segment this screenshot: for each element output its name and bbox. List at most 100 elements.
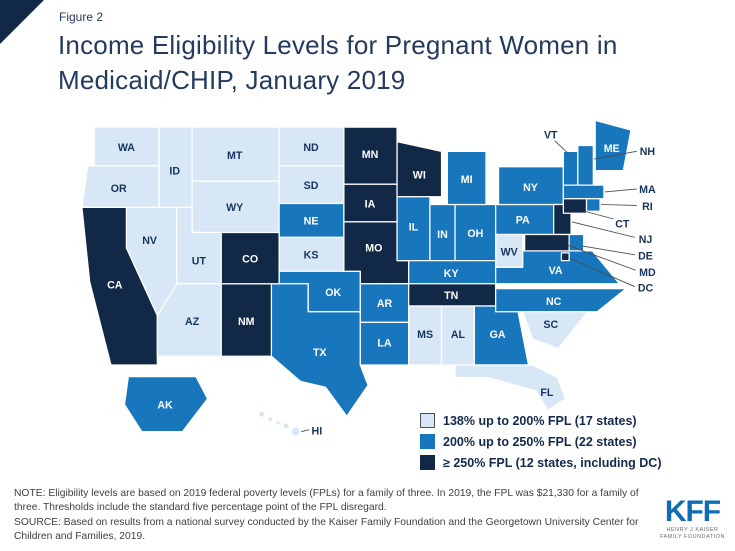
state-MA: [562, 184, 605, 200]
state-label-LA: LA: [377, 337, 391, 349]
state-label-MN: MN: [362, 149, 379, 161]
state-HI-island: [267, 416, 274, 422]
state-label-DC: DC: [638, 282, 654, 294]
state-label-WY: WY: [226, 202, 243, 214]
leader-line-RI: [601, 204, 637, 206]
state-TX: [270, 283, 369, 417]
state-label-PA: PA: [516, 215, 530, 227]
state-label-MD: MD: [639, 267, 656, 279]
state-ME: [594, 119, 632, 172]
state-label-DE: DE: [638, 250, 653, 262]
leader-line-VT: [554, 140, 569, 154]
source-text: SOURCE: Based on results from a national…: [14, 517, 639, 542]
state-VT: [562, 150, 579, 186]
state-label-ID: ID: [169, 165, 180, 177]
state-HI-island: [290, 426, 301, 437]
state-CT: [562, 198, 588, 214]
state-label-AZ: AZ: [185, 316, 200, 328]
map-legend: 138% up to 200% FPL (17 states) 200% up …: [420, 413, 662, 470]
legend-label: 138% up to 200% FPL (17 states): [443, 413, 637, 428]
state-label-CA: CA: [107, 279, 123, 291]
title-line-1: Income Eligibility Levels for Pregnant W…: [58, 30, 618, 60]
state-label-GA: GA: [490, 329, 506, 341]
state-label-NJ: NJ: [639, 234, 653, 246]
state-RI: [585, 198, 601, 212]
legend-swatch: [420, 455, 435, 470]
map-section: WA OR ID MT WY ND SD NE KS OK TX NM CO UT NV CA AZ MN IA MO…: [70, 103, 730, 485]
state-label-KY: KY: [444, 268, 459, 280]
state-label-SC: SC: [543, 319, 558, 331]
state-label-IA: IA: [365, 198, 376, 210]
state-label-ME: ME: [604, 143, 620, 155]
leader-line-HI: [301, 429, 310, 433]
figure-label: Figure 2: [59, 10, 104, 24]
state-AZ: [156, 283, 222, 357]
state-NC: [495, 287, 627, 313]
us-choropleth-map: WA OR ID MT WY ND SD NE KS OK TX NM CO UT NV CA AZ MN IA MO…: [81, 119, 656, 437]
state-label-WV: WV: [501, 247, 519, 259]
leader-line-MD: [567, 244, 636, 271]
state-FL: [454, 364, 566, 412]
state-label-SD: SD: [304, 180, 319, 192]
page-title: Income Eligibility Levels for Pregnant W…: [58, 28, 618, 98]
state-label-UT: UT: [192, 255, 207, 267]
legend-label: 200% up to 250% FPL (22 states): [443, 434, 637, 449]
state-label-MI: MI: [461, 174, 473, 186]
state-WI: [396, 141, 443, 198]
leader-line-NH: [594, 150, 637, 160]
state-label-ND: ND: [303, 142, 319, 154]
state-label-CO: CO: [242, 253, 258, 265]
footnotes: NOTE: Eligibility levels are based on 20…: [14, 487, 664, 543]
state-label-VT: VT: [544, 130, 558, 142]
state-HI-island: [275, 420, 281, 426]
state-label-CT: CT: [615, 219, 630, 231]
state-label-AK: AK: [157, 399, 173, 411]
state-label-WI: WI: [413, 169, 426, 181]
state-label-FL: FL: [540, 387, 553, 399]
legend-label: ≥ 250% FPL (12 states, including DC): [443, 455, 662, 470]
state-SC: [522, 311, 589, 350]
state-label-MO: MO: [365, 243, 382, 255]
leader-line-CT: [584, 210, 614, 220]
state-HI-island: [282, 422, 290, 430]
state-label-TN: TN: [444, 290, 458, 302]
leader-line-DC: [569, 258, 636, 288]
leader-line-NJ: [571, 221, 635, 238]
state-label-OH: OH: [467, 228, 483, 240]
kff-logo-caption: HENRY J KAISER FAMILY FOUNDATION: [659, 527, 725, 540]
state-label-OR: OR: [111, 183, 127, 195]
state-label-WA: WA: [118, 142, 135, 154]
title-line-2: Medicaid/CHIP, January 2019: [58, 65, 406, 95]
state-label-KS: KS: [304, 249, 319, 261]
state-label-NV: NV: [142, 235, 158, 247]
legend-item: 138% up to 200% FPL (17 states): [420, 413, 662, 428]
state-label-AR: AR: [377, 298, 393, 310]
state-label-VA: VA: [549, 265, 563, 277]
state-label-AL: AL: [451, 329, 466, 341]
state-label-MA: MA: [639, 184, 656, 196]
legend-swatch: [420, 413, 435, 428]
state-MI: [446, 150, 487, 206]
state-AK: [123, 375, 209, 433]
state-label-MT: MT: [227, 150, 243, 162]
state-label-NE: NE: [304, 216, 319, 228]
leader-line-MA: [604, 188, 637, 193]
state-label-IL: IL: [409, 221, 419, 233]
state-label-IN: IN: [437, 229, 448, 241]
legend-swatch: [420, 434, 435, 449]
kff-logo: KFF HENRY J KAISER FAMILY FOUNDATION: [659, 495, 725, 541]
state-DC: [560, 252, 570, 262]
state-VA: [495, 250, 621, 285]
legend-item: ≥ 250% FPL (12 states, including DC): [420, 455, 662, 470]
state-label-NC: NC: [546, 296, 562, 308]
state-label-HI: HI: [312, 425, 323, 437]
state-label-TX: TX: [313, 347, 327, 359]
kff-logo-text: KFF: [664, 495, 721, 528]
state-HI-island: [258, 410, 266, 418]
state-label-OK: OK: [325, 287, 341, 299]
state-NH: [577, 144, 594, 186]
state-label-RI: RI: [642, 201, 653, 213]
state-label-MS: MS: [417, 329, 433, 341]
legend-item: 200% up to 250% FPL (22 states): [420, 434, 662, 449]
